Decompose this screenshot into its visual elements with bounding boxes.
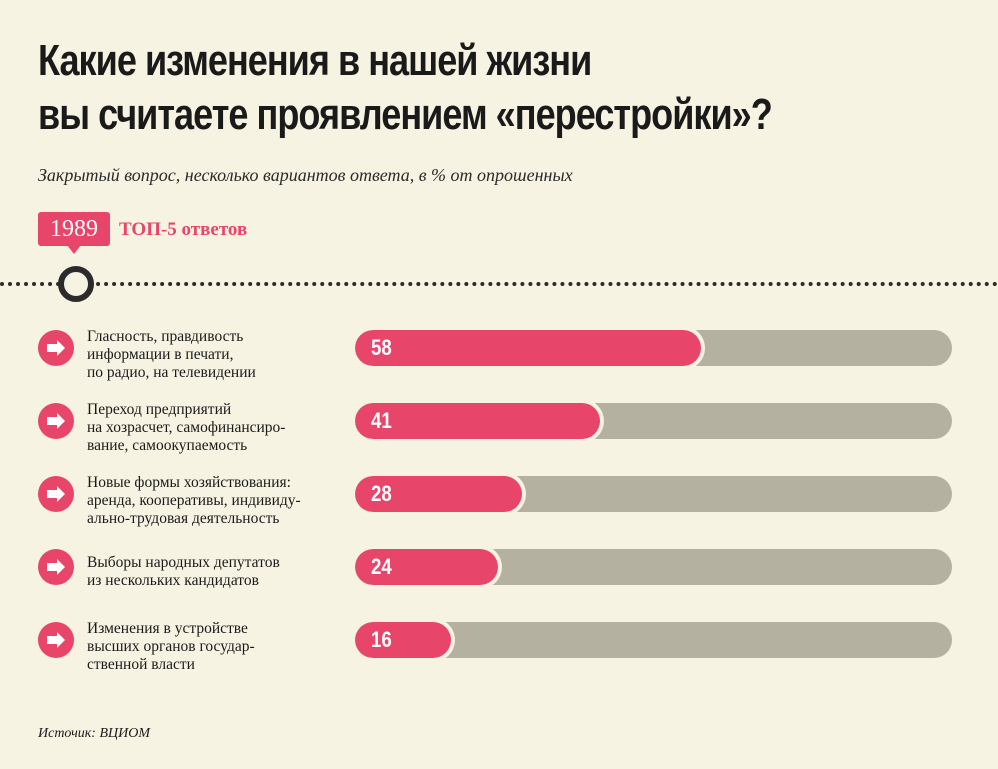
category-label-line: информации в печати, [87,346,234,363]
category-label-line: аренда, кооперативы, индивиду- [87,492,301,509]
year-badge: 1989 [38,212,110,246]
arrow-right-icon [38,549,74,585]
year-badge-pointer [67,245,81,254]
category-label-line: Изменения в устройстве [87,620,248,637]
bar [355,622,451,658]
category-label-line: из нескольких кандидатов [87,572,259,589]
arrow-right-icon [38,330,74,366]
chart-row: Гласность, правдивость информации в печат… [0,319,998,382]
chart-subtitle: Закрытый вопрос, несколько вариантов отв… [38,165,573,185]
bar-track: 16 [355,622,952,658]
bar-track: 41 [355,403,952,439]
category-label: Гласность, правдивость информации в печат… [87,328,337,382]
category-label-line: ально-трудовая деятельность [87,510,280,527]
top-answers-label: ТОП-5 ответов [119,219,248,240]
arrow-right-icon [38,476,74,512]
bar-value-label: 28 [371,481,392,506]
arrow-right-icon [38,403,74,439]
category-label-line: Новые формы хозяйствования: [87,474,291,491]
title-line-1: Какие изменения в нашей жизни [38,36,592,85]
category-label-line: Переход предприятий [87,401,232,418]
timeline-marker-icon [58,266,94,302]
category-label: Переход предприятий на хозрасчет, самофин… [87,401,337,455]
bar-track: 24 [355,549,952,585]
category-label-line: вание, самоокупаемость [87,437,248,454]
bar-value-label: 16 [371,627,392,652]
arrow-right-icon [38,622,74,658]
bar-value-label: 41 [371,408,392,433]
category-label-line: высших органов государ- [87,638,255,655]
chart-row: Переход предприятий на хозрасчет, самофин… [0,392,998,455]
bar-value-label: 24 [371,554,392,579]
category-label-line: Гласность, правдивость [87,328,244,345]
bar [355,476,522,512]
category-label: Изменения в устройстве высших органов гос… [87,620,337,674]
bar-value-label: 58 [371,335,392,360]
source-note: Источик: ВЦИОМ [38,726,151,741]
bar-track: 28 [355,476,952,512]
chart-row: Новые формы хозяйствования: аренда, коопе… [0,465,998,528]
bar [355,403,600,439]
category-label: Новые формы хозяйствования: аренда, коопе… [87,474,337,528]
timeline-line [0,282,998,286]
category-label-line: Выборы народных депутатов [87,554,280,571]
bar-track: 58 [355,330,952,366]
category-label-line: по радио, на телевидении [87,364,256,381]
chart-row: Изменения в устройстве высших органов гос… [0,611,998,674]
category-label: Выборы народных депутатов из нескольких к… [87,554,337,590]
chart-title: Какие изменения в нашей жизни вы считает… [38,34,792,142]
bar [355,549,498,585]
title-line-2: вы считаете проявлением «перестройки»? [38,90,773,139]
category-label-line: на хозрасчет, самофинансиро- [87,419,286,436]
bar [355,330,701,366]
category-label-line: ственной власти [87,656,195,673]
chart-row: Выборы народных депутатов из нескольких к… [0,538,998,598]
